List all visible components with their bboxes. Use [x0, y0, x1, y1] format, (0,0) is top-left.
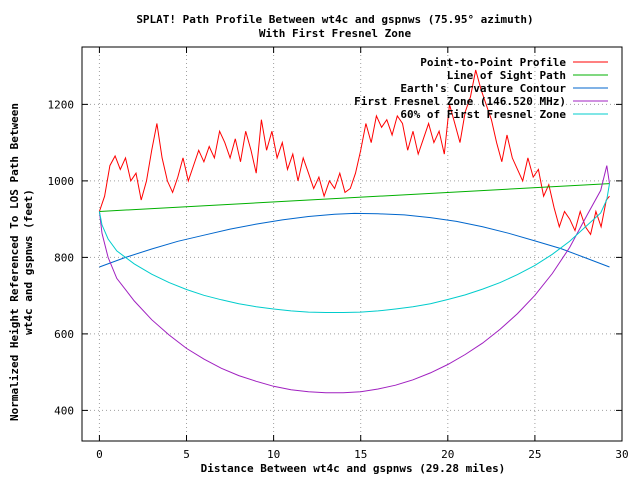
chart-title: SPLAT! Path Profile Between wt4c and gsp… [136, 13, 533, 26]
plot-frame [81, 46, 623, 442]
series-line-2 [99, 212, 610, 268]
series-line-0 [98, 69, 610, 236]
x-tick-label: 25 [528, 448, 541, 461]
series-layer [98, 69, 610, 394]
y-axis-label-line-2: wt4c and gspnws (feet) [22, 189, 35, 335]
series-line-4 [98, 183, 610, 313]
x-tick-label: 15 [354, 448, 367, 461]
axis-layer: 0 5 10 15 20 25 30 400 600 800 1000 1200 [48, 47, 629, 461]
chart-subtitle: With First Fresnel Zone [259, 27, 412, 40]
y-tick-label: 400 [54, 404, 74, 417]
series-line-1 [99, 183, 610, 212]
legend-label-2: Earth's Curvature Contour [400, 82, 566, 95]
x-tick-label: 20 [441, 448, 454, 461]
x-tick-label: 0 [96, 448, 103, 461]
series-line-3 [98, 165, 610, 394]
legend-label-1: Line of Sight Path [447, 69, 566, 82]
y-tick-label: 800 [54, 251, 74, 264]
x-tick-label: 30 [615, 448, 628, 461]
y-tick-label: 1000 [48, 175, 75, 188]
y-axis-label-line-1: Normalized Height Referenced To LOS Path… [8, 103, 21, 421]
x-tick-label: 10 [267, 448, 280, 461]
y-tick-label: 600 [54, 328, 74, 341]
x-tick-label: 5 [183, 448, 190, 461]
x-axis-label: Distance Between wt4c and gspnws (29.28 … [201, 462, 506, 475]
legend-label-4: 60% of First Fresnel Zone [400, 108, 566, 121]
y-tick-label: 1200 [48, 98, 75, 111]
legend-label-3: First Fresnel Zone (146.520 MHz) [354, 95, 566, 108]
legend-label-0: Point-to-Point Profile [420, 56, 566, 69]
